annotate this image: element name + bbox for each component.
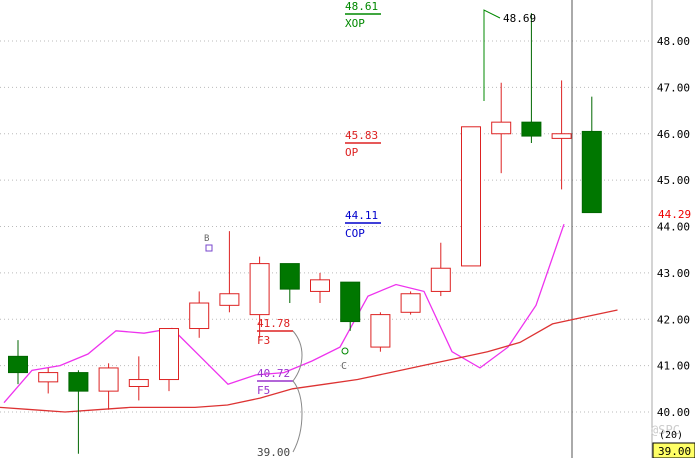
candle — [98, 363, 119, 410]
bottom-level-value: 39.00 — [257, 446, 290, 458]
candle-body — [491, 121, 512, 135]
candle — [491, 82, 512, 174]
high-value-label: 48.69 — [503, 12, 536, 25]
annotation-f3: 41.78 F3 — [257, 317, 293, 347]
candle-body — [189, 302, 210, 330]
candle — [8, 340, 28, 385]
y-tick-label: 41.00 — [657, 360, 690, 373]
candle — [219, 231, 240, 313]
f5-label: F5 — [257, 384, 270, 397]
ma-line-2 — [0, 309, 618, 413]
grid-lines — [0, 40, 652, 413]
point-b-marker — [205, 244, 213, 252]
candle-body — [551, 133, 572, 139]
f3-label: F3 — [257, 334, 270, 347]
y-tick-label: 42.00 — [657, 313, 690, 326]
y-tick-label: 47.00 — [657, 81, 690, 94]
y-axis-tick-labels: 48.00 47.00 46.00 45.00 44.00 43.00 42.00 41.00… — [657, 35, 690, 419]
op-value: 45.83 — [345, 129, 378, 142]
cop-label: COP — [345, 227, 365, 240]
cop-value: 44.11 — [345, 209, 378, 222]
annotation-op: 45.83 OP — [345, 129, 381, 159]
candle — [521, 13, 542, 144]
candle — [279, 263, 300, 304]
candle-body — [159, 328, 179, 381]
bottom-price-box — [652, 442, 695, 458]
y-tick-label: 48.00 — [657, 35, 690, 48]
y-tick-label: 40.00 — [657, 406, 690, 419]
candle-body — [98, 367, 119, 392]
candle — [340, 281, 361, 331]
f3-value: 41.78 — [257, 317, 290, 330]
candle — [68, 370, 89, 454]
y-tick-label: 43.00 — [657, 267, 690, 280]
candle-body — [521, 121, 542, 137]
point-b-label: B — [204, 234, 209, 244]
candle — [370, 312, 391, 352]
candle-body — [310, 279, 330, 292]
candle — [581, 96, 602, 214]
annotation-f5: 40.72 F5 — [257, 367, 293, 397]
bracket-curve — [292, 330, 303, 453]
candle — [159, 328, 179, 392]
op-label: OP — [345, 146, 359, 159]
ma-line-1 — [3, 223, 565, 404]
candle-body — [279, 263, 300, 290]
high-leader-line — [483, 9, 501, 101]
candle-body — [461, 126, 481, 267]
current-price-value: 44.29 — [658, 208, 691, 221]
candle — [310, 272, 330, 304]
point-c-marker — [341, 347, 349, 355]
candle — [249, 256, 270, 338]
candle-body — [340, 281, 361, 323]
y-tick-label: 46.00 — [657, 128, 690, 141]
period-tag: (20) — [659, 430, 683, 441]
moving-average-lines — [0, 223, 618, 413]
watermark: @SPC — [651, 423, 680, 437]
candle — [430, 242, 451, 297]
candle — [400, 291, 421, 315]
candle — [38, 367, 59, 394]
candle — [128, 356, 149, 401]
y-tick-label: 44.00 — [657, 221, 690, 234]
annotation-xop: 48.61 XOP — [345, 0, 381, 30]
candle-body — [370, 314, 391, 348]
candle-body — [68, 372, 89, 392]
candle-body — [8, 355, 28, 374]
candle-body — [249, 263, 270, 316]
candle-body — [581, 130, 602, 214]
candles — [8, 13, 602, 454]
xop-label: XOP — [345, 17, 365, 30]
y-tick-label: 45.00 — [657, 174, 690, 187]
bottom-price-value: 39.00 — [658, 445, 691, 458]
candle — [189, 291, 210, 338]
candle-body — [219, 293, 240, 306]
candle — [461, 126, 481, 267]
point-c-label: C — [341, 361, 347, 372]
candle — [551, 80, 572, 190]
f5-value: 40.72 — [257, 367, 290, 380]
candle-body — [430, 267, 451, 292]
annotation-cop: 44.11 COP — [345, 209, 381, 240]
current-price-box — [653, 206, 695, 221]
xop-value: 48.61 — [345, 0, 378, 13]
candle-body — [38, 372, 59, 383]
candle-body — [128, 379, 149, 387]
candle-body — [400, 293, 421, 313]
